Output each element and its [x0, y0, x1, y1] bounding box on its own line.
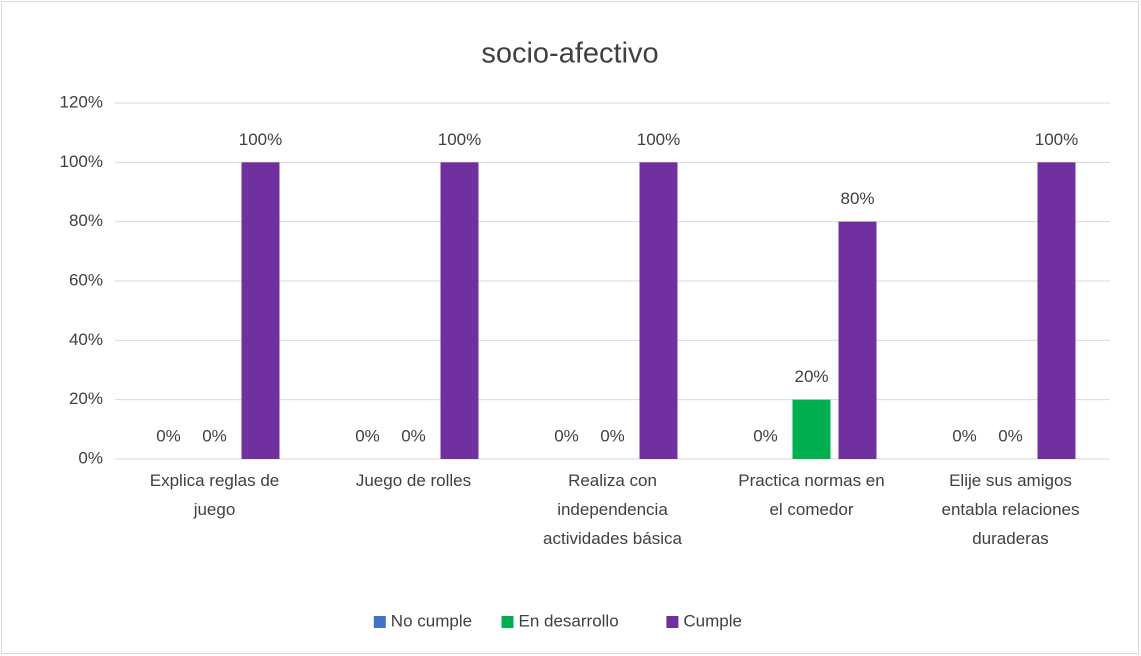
data-label: 0%	[753, 426, 778, 445]
data-label: 0%	[202, 426, 227, 445]
data-label: 0%	[554, 426, 579, 445]
data-label: 100%	[637, 130, 680, 149]
data-label: 20%	[794, 367, 828, 386]
bar	[1037, 162, 1076, 460]
legend-swatch	[373, 616, 386, 628]
data-label: 80%	[840, 189, 874, 208]
data-label: 100%	[239, 130, 282, 149]
x-tick-label: Elije sus amigos entabla relaciones durade…	[942, 471, 1080, 548]
bar	[440, 162, 479, 460]
y-tick-label: 20%	[69, 389, 103, 408]
x-tick-label: Explica reglas de juego	[150, 471, 279, 519]
x-tick-label: Practica normas en el comedor	[738, 471, 884, 519]
legend-swatch	[501, 616, 514, 628]
data-label: 0%	[952, 426, 977, 445]
data-label: 100%	[1035, 130, 1078, 149]
chart-title: socio-afectivo	[481, 38, 658, 70]
bar	[241, 162, 280, 460]
data-label: 0%	[156, 426, 181, 445]
y-tick-label: 60%	[69, 270, 103, 289]
y-tick-label: 0%	[78, 448, 103, 467]
data-label: 100%	[438, 130, 481, 149]
y-tick-label: 100%	[60, 152, 103, 171]
y-tick-label: 80%	[69, 211, 103, 230]
legend-label: Cumple	[683, 611, 742, 630]
y-tick-label: 40%	[69, 330, 103, 349]
legend-swatch	[666, 616, 679, 628]
data-label: 0%	[600, 426, 625, 445]
data-label: 0%	[355, 426, 380, 445]
legend-label: En desarrollo	[519, 611, 619, 630]
data-label: 0%	[401, 426, 426, 445]
bar	[639, 162, 678, 460]
legend-label: No cumple	[391, 611, 472, 630]
data-label: 0%	[998, 426, 1023, 445]
bar	[792, 399, 831, 459]
x-tick-label: Realiza con independencia actividades bási…	[543, 471, 682, 548]
bar	[838, 221, 877, 459]
y-tick-label: 120%	[60, 92, 103, 111]
x-tick-label: Juego de rolles	[356, 471, 471, 490]
